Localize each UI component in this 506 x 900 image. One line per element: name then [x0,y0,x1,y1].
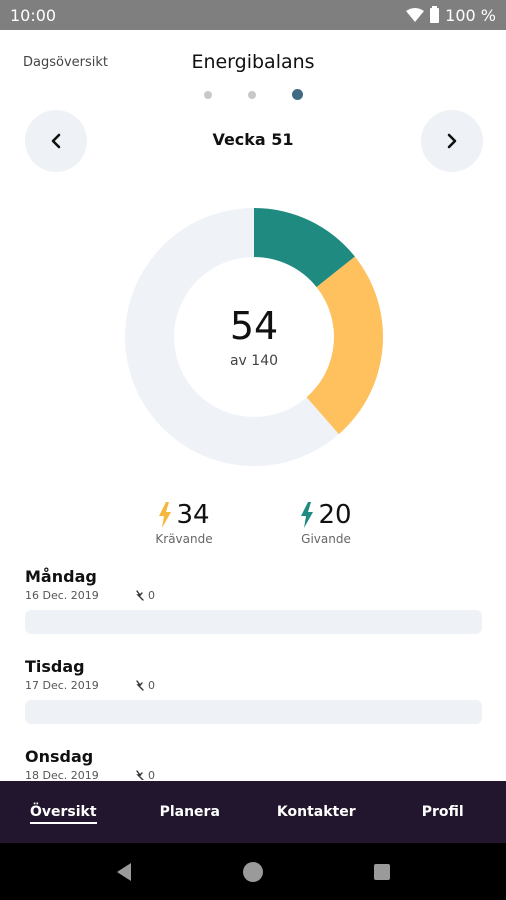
battery-icon [430,5,440,23]
day-name: Onsdag [25,747,94,766]
back-button[interactable] [104,852,144,892]
day-name: Tisdag [25,657,85,676]
giving-label: Givande [301,532,351,546]
wifi-icon [406,8,425,22]
previous-week-button[interactable] [25,110,87,172]
stat-giving: 20 Givande [266,500,386,546]
system-navigation [0,843,506,900]
list-item[interactable]: Onsdag 18 Dec. 2019 0 [25,747,482,780]
day-name: Måndag [25,567,97,586]
day-count: 0 [135,679,155,692]
chevron-right-icon [447,133,457,149]
energy-donut-chart: 54 av 140 [125,208,384,466]
donut-svg [125,208,384,466]
demanding-value: 34 [176,500,210,530]
tab-overview[interactable]: Översikt [0,804,127,824]
chevron-left-icon [51,133,61,149]
bottom-navigation: Översikt Planera Kontakter Profil [0,781,506,843]
day-count: 0 [135,769,155,780]
status-icons: 100 % [406,5,496,25]
tab-plan[interactable]: Planera [127,804,254,820]
day-meta: 17 Dec. 2019 0 [25,679,482,692]
energy-stats: 34 Krävande 20 Givande [0,500,506,552]
back-triangle-icon [117,862,132,881]
stat-demanding: 34 Krävande [124,500,244,546]
status-time: 10:00 [10,5,57,25]
day-date: 17 Dec. 2019 [25,679,99,692]
home-button[interactable] [233,852,273,892]
tab-plan-label: Planera [159,804,220,820]
tab-contacts-label: Kontakter [276,804,356,820]
day-count-value: 0 [148,589,155,602]
page-dot-1[interactable] [203,90,212,99]
tab-overview-label: Översikt [29,804,97,824]
list-item[interactable]: Tisdag 17 Dec. 2019 0 [25,657,482,724]
recents-square-icon [373,863,390,880]
day-count: 0 [135,589,155,602]
donut-center-sub: av 140 [229,353,279,369]
list-item[interactable]: Måndag 16 Dec. 2019 0 [25,567,482,634]
day-date: 18 Dec. 2019 [25,769,99,780]
day-count-value: 0 [148,769,155,780]
page-title: Energibalans [191,51,315,73]
page-dot-2[interactable] [247,90,256,99]
day-meta: 18 Dec. 2019 0 [25,769,482,780]
day-date: 16 Dec. 2019 [25,589,99,602]
recents-button[interactable] [362,852,402,892]
status-bar: 10:00 100 % [0,0,506,30]
day-overview-link[interactable]: Dagsöversikt [23,55,109,70]
donut-slice-givande [254,208,355,288]
day-list: Måndag 16 Dec. 2019 0 Tisdag 17 Dec. 201… [0,565,506,780]
home-circle-icon [242,861,263,882]
lightning-icon [159,502,172,528]
donut-center-value: 54 [229,304,279,348]
donut-slice-kr-vande [306,256,384,435]
week-label: Vecka 51 [212,130,294,149]
tab-profile[interactable]: Profil [380,804,506,820]
page-dot-3[interactable] [291,89,303,100]
day-meta: 16 Dec. 2019 0 [25,589,482,602]
header: Dagsöversikt Energibalans [0,30,506,110]
demanding-label: Krävande [155,532,213,546]
battery-level: 100 % [445,5,496,25]
activity-icon [136,590,144,601]
week-navigation: Vecka 51 [0,110,506,172]
activity-icon [136,770,144,780]
donut-center: 54 av 140 [125,208,383,466]
next-week-button[interactable] [421,110,483,172]
lightning-icon [301,502,314,528]
tab-contacts[interactable]: Kontakter [253,804,380,820]
page-indicator [0,89,506,100]
activity-icon [136,680,144,691]
day-count-value: 0 [148,679,155,692]
day-energy-bar [25,700,482,724]
day-energy-bar [25,610,482,634]
giving-value: 20 [318,500,352,530]
tab-profile-label: Profil [421,804,464,820]
